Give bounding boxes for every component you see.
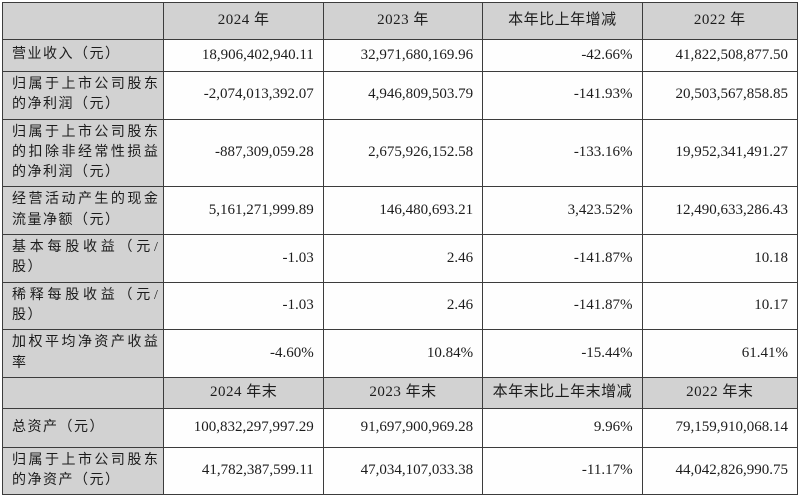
value-cell: 100,832,297,997.29 (163, 407, 324, 448)
value-cell: 3,423.52% (482, 186, 643, 236)
value-cell: -133.16% (482, 118, 643, 188)
value-cell: 2.46 (322, 281, 484, 331)
year-header-cell: 2022 年末 (641, 376, 799, 409)
year-header-cell: 2024 年 (163, 2, 324, 40)
year-header-cell: 2024 年末 (163, 376, 324, 409)
row-label-cell: 归属于上市公司股东的净资产（元） (1, 446, 165, 495)
column-header-row: 2024 年 2023 年本年比上年增减 2022 年 (1, 2, 799, 40)
value-cell: 44,042,826,990.75 (641, 446, 799, 495)
year-header-cell: 本年比上年增减 (482, 2, 643, 40)
row-label-cell: 总资产（元） (1, 407, 165, 448)
value-cell: -11.17% (482, 446, 643, 495)
table-row: 加权平均净资产收益率 -4.60% 10.84% -15.44% 61.41% (1, 329, 799, 378)
value-cell: -141.93% (482, 71, 643, 120)
value-cell: 9.96% (482, 407, 643, 448)
table-row: 归属于上市公司股东的净资产（元） 41,782,387,599.11 47,034,… (1, 446, 799, 495)
value-cell: 4,946,809,503.79 (322, 71, 484, 120)
value-cell: 10.18 (641, 234, 799, 283)
value-cell: 5,161,271,999.89 (163, 186, 324, 236)
corner-header-cell (1, 2, 165, 40)
year-header-cell: 2023 年末 (322, 376, 484, 409)
year-header-cell: 2023 年 (322, 2, 484, 40)
row-label-cell: 经营活动产生的现金流量净额（元） (1, 186, 165, 236)
value-cell: -141.87% (482, 281, 643, 331)
column-header-row: 2024 年末 2023 年末 本年末比上年末增减 2022 年末 (1, 376, 799, 409)
row-label-cell: 归属于上市公司股东的净利润（元） (1, 71, 165, 120)
value-cell: -15.44% (482, 329, 643, 378)
value-cell: 20,503,567,858.85 (641, 71, 799, 120)
corner-header-cell (1, 376, 165, 409)
table-row: 营业收入（元） 18,906,402,940.11 32,971,680,169.9… (1, 39, 799, 72)
value-cell: 79,159,910,068.14 (641, 407, 799, 448)
row-label-cell: 基本每股收益（元/股） (1, 234, 165, 283)
value-cell: 47,034,107,033.38 (322, 446, 484, 495)
value-cell: 19,952,341,491.27 (641, 118, 799, 188)
table-row: 经营活动产生的现金流量净额（元） 5,161,271,999.89 146,480,… (1, 186, 799, 236)
value-cell: 10.17 (641, 281, 799, 331)
row-label-cell: 稀释每股收益（元/股） (1, 281, 165, 331)
value-cell: -4.60% (163, 329, 324, 378)
table-row: 总资产（元） 100,832,297,997.29 91,697,900,969.2… (1, 407, 799, 448)
table-row: 归属于上市公司股东的扣除非经常性损益的净利润（元） -887,309,059.28… (1, 118, 799, 188)
value-cell: 91,697,900,969.28 (322, 407, 484, 448)
table-row: 基本每股收益（元/股） -1.03 2.46 -141.87% 10.18 (1, 234, 799, 283)
value-cell: 146,480,693.21 (322, 186, 484, 236)
year-header-cell: 本年末比上年末增减 (482, 376, 643, 409)
value-cell: -42.66% (482, 39, 643, 72)
value-cell: 2.46 (322, 234, 484, 283)
value-cell: 41,782,387,599.11 (163, 446, 324, 495)
value-cell: -141.87% (482, 234, 643, 283)
value-cell: -887,309,059.28 (163, 118, 324, 188)
table-row: 稀释每股收益（元/股） -1.03 2.46 -141.87% 10.17 (1, 281, 799, 331)
value-cell: 10.84% (322, 329, 484, 378)
value-cell: 41,822,508,877.50 (641, 39, 799, 72)
value-cell: -2,074,013,392.07 (163, 71, 324, 120)
value-cell: 12,490,633,286.43 (641, 186, 799, 236)
value-cell: 32,971,680,169.96 (322, 39, 484, 72)
row-label-cell: 营业收入（元） (1, 39, 165, 72)
value-cell: 2,675,926,152.58 (322, 118, 484, 188)
value-cell: -1.03 (163, 281, 324, 331)
value-cell: -1.03 (163, 234, 324, 283)
year-header-cell: 2022 年 (641, 2, 799, 40)
value-cell: 18,906,402,940.11 (163, 39, 324, 72)
value-cell: 61.41% (641, 329, 799, 378)
row-label-cell: 归属于上市公司股东的扣除非经常性损益的净利润（元） (1, 118, 165, 188)
table-row: 归属于上市公司股东的净利润（元） -2,074,013,392.07 4,946,8… (1, 71, 799, 120)
row-label-cell: 加权平均净资产收益率 (1, 329, 165, 378)
